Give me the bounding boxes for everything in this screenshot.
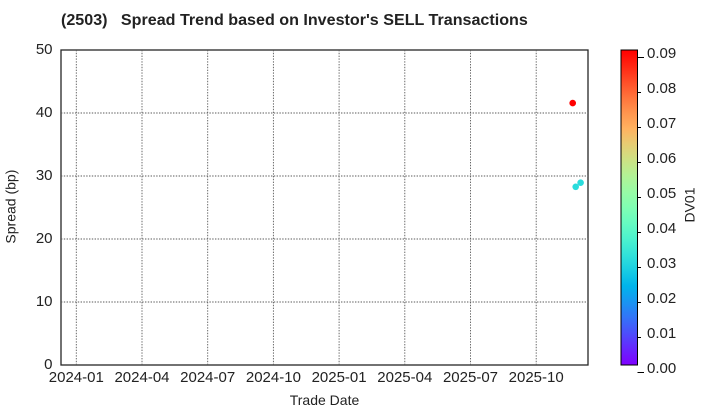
svg-text:0.07: 0.07 — [647, 115, 676, 132]
svg-text:2025-07: 2025-07 — [443, 369, 498, 386]
svg-text:30: 30 — [36, 167, 53, 184]
svg-text:2025-10: 2025-10 — [509, 369, 564, 386]
svg-text:0.01: 0.01 — [647, 325, 676, 342]
svg-text:2024-10: 2024-10 — [246, 369, 301, 386]
svg-text:50: 50 — [36, 41, 53, 58]
svg-text:Trade Date: Trade Date — [290, 392, 360, 408]
svg-text:0.02: 0.02 — [647, 290, 676, 307]
svg-text:0.09: 0.09 — [647, 45, 676, 62]
svg-text:0.00: 0.00 — [647, 360, 676, 377]
svg-text:0.03: 0.03 — [647, 255, 676, 272]
svg-text:0.08: 0.08 — [647, 80, 676, 97]
svg-text:2024-04: 2024-04 — [114, 369, 169, 386]
svg-text:0.05: 0.05 — [647, 185, 676, 202]
svg-text:2025-01: 2025-01 — [312, 369, 367, 386]
svg-text:10: 10 — [36, 293, 53, 310]
svg-text:40: 40 — [36, 104, 53, 121]
svg-text:2025-04: 2025-04 — [377, 369, 432, 386]
svg-text:2024-01: 2024-01 — [49, 369, 104, 386]
svg-text:0.04: 0.04 — [647, 220, 676, 237]
svg-text:0.06: 0.06 — [647, 150, 676, 167]
svg-text:Spread (bp): Spread (bp) — [3, 170, 19, 244]
svg-text:20: 20 — [36, 230, 53, 247]
svg-text:2024-07: 2024-07 — [180, 369, 235, 386]
svg-text:DV01: DV01 — [682, 187, 698, 222]
